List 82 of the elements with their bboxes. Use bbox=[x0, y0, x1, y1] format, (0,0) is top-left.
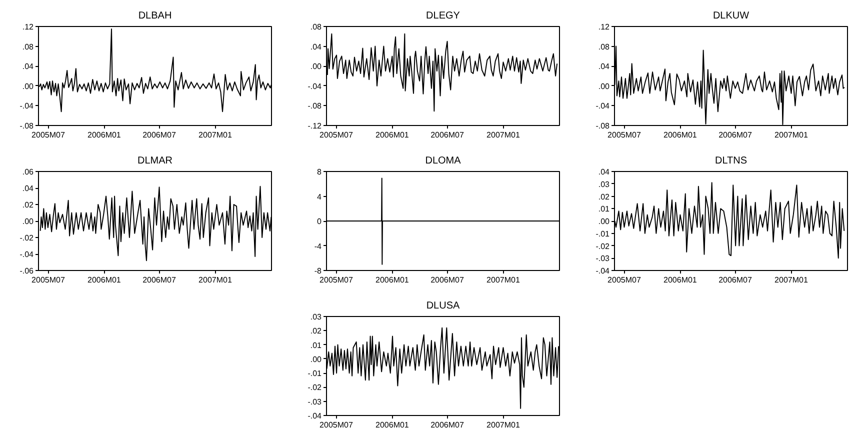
y-tick-label: .08 bbox=[598, 42, 610, 52]
y-tick-label: -8 bbox=[314, 266, 322, 276]
x-tick-label: 2007M01 bbox=[486, 420, 520, 430]
y-tick-label: .06 bbox=[22, 168, 34, 176]
y-tick-label: .03 bbox=[598, 180, 610, 189]
y-tick-label: .04 bbox=[598, 62, 610, 72]
y-tick-label: .12 bbox=[598, 22, 610, 32]
x-tick-label: 2006M01 bbox=[88, 130, 122, 140]
y-tick-label: 4 bbox=[317, 192, 322, 202]
y-tick-label: .00 bbox=[598, 217, 610, 226]
y-tick-label: -.03 bbox=[596, 254, 610, 264]
y-tick-label: -.02 bbox=[20, 234, 34, 242]
x-tick-label: 2006M01 bbox=[664, 276, 698, 284]
y-tick-label: 8 bbox=[317, 168, 322, 176]
y-tick-label: .03 bbox=[310, 312, 322, 322]
x-tick-label: 2006M07 bbox=[142, 276, 176, 284]
x-tick-label: 2006M07 bbox=[430, 420, 464, 430]
x-tick-label: 2006M07 bbox=[430, 276, 464, 284]
chart-title: DLMAR bbox=[138, 156, 173, 166]
y-tick-label: .02 bbox=[310, 326, 322, 336]
chart-title: DLBAH bbox=[138, 10, 172, 22]
x-tick-label: 2006M07 bbox=[718, 276, 752, 284]
x-tick-label: 2006M01 bbox=[376, 276, 410, 284]
x-tick-label: 2007M01 bbox=[774, 276, 808, 284]
y-tick-label: -.04 bbox=[20, 102, 34, 111]
y-tick-label: -.02 bbox=[596, 242, 610, 251]
x-tick-label: 2005M07 bbox=[32, 130, 66, 140]
y-tick-label: .02 bbox=[598, 192, 610, 202]
y-tick-label: .08 bbox=[310, 22, 322, 32]
x-tick-label: 2005M07 bbox=[320, 130, 354, 140]
x-tick-label: 2005M07 bbox=[320, 420, 354, 430]
y-tick-label: .00 bbox=[598, 82, 610, 91]
y-tick-label: -.02 bbox=[308, 383, 322, 392]
y-tick-label: .00 bbox=[310, 62, 322, 72]
x-tick-label: 2005M07 bbox=[320, 276, 354, 284]
x-tick-label: 2006M01 bbox=[376, 130, 410, 140]
x-tick-label: 2007M01 bbox=[198, 276, 232, 284]
x-tick-label: 2006M07 bbox=[142, 130, 176, 140]
y-tick-label: -.04 bbox=[596, 266, 610, 276]
chart-title: DLKUW bbox=[712, 10, 750, 22]
y-tick-label: -.04 bbox=[308, 82, 322, 91]
y-tick-label: .01 bbox=[310, 340, 322, 350]
y-tick-label: .12 bbox=[22, 22, 34, 32]
y-tick-label: .00 bbox=[310, 354, 322, 364]
x-tick-label: 2006M01 bbox=[88, 276, 122, 284]
x-tick-label: 2007M01 bbox=[486, 130, 520, 140]
y-tick-label: .04 bbox=[598, 168, 610, 176]
y-tick-label: -.06 bbox=[20, 266, 34, 276]
y-tick-label: .00 bbox=[22, 217, 34, 226]
y-tick-label: .08 bbox=[22, 42, 34, 52]
y-tick-label: .04 bbox=[310, 42, 322, 52]
y-tick-label: .04 bbox=[22, 62, 34, 72]
x-tick-label: 2007M01 bbox=[774, 130, 808, 140]
y-tick-label: .01 bbox=[598, 204, 610, 214]
x-tick-label: 2007M01 bbox=[198, 130, 232, 140]
x-tick-label: 2005M07 bbox=[608, 276, 642, 284]
y-tick-label: -.08 bbox=[308, 102, 322, 111]
y-tick-label: -.01 bbox=[308, 369, 322, 378]
y-tick-label: -.04 bbox=[596, 102, 610, 111]
y-tick-label: -.12 bbox=[308, 122, 322, 130]
y-tick-label: .00 bbox=[22, 82, 34, 91]
chart-title: DLOMA bbox=[425, 156, 462, 166]
y-tick-label: -.08 bbox=[20, 122, 34, 130]
chart-title: DLUSA bbox=[426, 300, 460, 312]
chart-title: DLTNS bbox=[714, 156, 748, 166]
y-tick-label: .04 bbox=[22, 184, 34, 193]
y-tick-label: -.04 bbox=[308, 412, 322, 420]
x-tick-label: 2006M07 bbox=[430, 130, 464, 140]
y-tick-label: -.08 bbox=[596, 122, 610, 130]
y-tick-label: 0 bbox=[317, 217, 322, 226]
chart-title: DLEGY bbox=[426, 10, 460, 22]
y-tick-label: -.01 bbox=[596, 229, 610, 238]
x-tick-label: 2005M07 bbox=[608, 130, 642, 140]
x-tick-label: 2005M07 bbox=[32, 276, 66, 284]
x-tick-label: 2006M01 bbox=[376, 420, 410, 430]
y-tick-label: -.03 bbox=[308, 397, 322, 406]
y-tick-label: -4 bbox=[314, 242, 322, 251]
x-tick-label: 2007M01 bbox=[486, 276, 520, 284]
y-tick-label: .02 bbox=[22, 200, 34, 210]
x-tick-label: 2006M01 bbox=[664, 130, 698, 140]
x-tick-label: 2006M07 bbox=[718, 130, 752, 140]
y-tick-label: -.04 bbox=[20, 250, 34, 259]
